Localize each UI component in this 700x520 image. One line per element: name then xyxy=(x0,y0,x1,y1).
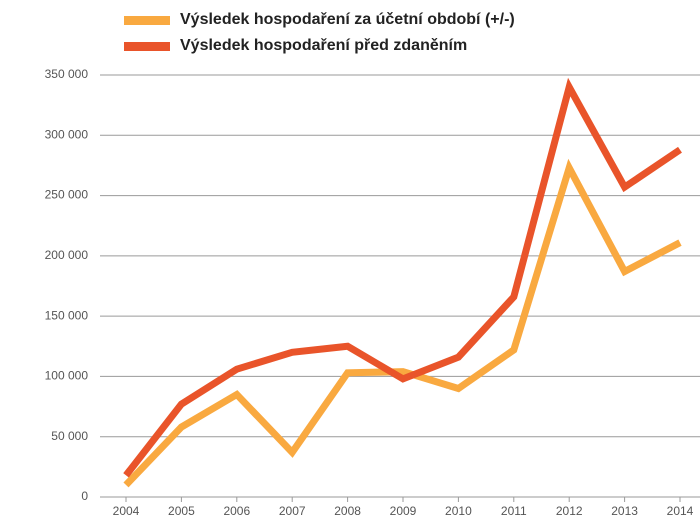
x-tick-label: 2010 xyxy=(445,504,472,518)
y-tick-label: 350 000 xyxy=(45,67,89,81)
x-tick-label: 2013 xyxy=(611,504,638,518)
y-tick-label: 250 000 xyxy=(45,188,89,202)
y-tick-label: 50 000 xyxy=(51,429,88,443)
series-line xyxy=(123,158,682,488)
x-tick-label: 2007 xyxy=(279,504,306,518)
y-tick-label: 200 000 xyxy=(45,248,89,262)
legend-label: Výsledek hospodaření před zdaněním xyxy=(180,37,467,54)
x-tick-label: 2006 xyxy=(223,504,250,518)
x-tick-label: 2005 xyxy=(168,504,195,518)
x-tick-label: 2011 xyxy=(501,504,527,518)
x-tick-label: 2008 xyxy=(334,504,361,518)
y-tick-label: 0 xyxy=(81,489,88,503)
y-tick-label: 150 000 xyxy=(45,308,89,322)
y-tick-label: 300 000 xyxy=(45,127,89,141)
x-tick-label: 2014 xyxy=(667,504,694,518)
x-tick-label: 2009 xyxy=(390,504,417,518)
series-line xyxy=(123,77,682,478)
legend-swatch xyxy=(124,42,170,51)
legend-swatch xyxy=(124,16,170,25)
y-tick-label: 100 000 xyxy=(45,369,89,383)
legend-label: Výsledek hospodaření za účetní období (+… xyxy=(180,11,515,28)
x-tick-label: 2004 xyxy=(113,504,140,518)
x-tick-label: 2012 xyxy=(556,504,583,518)
